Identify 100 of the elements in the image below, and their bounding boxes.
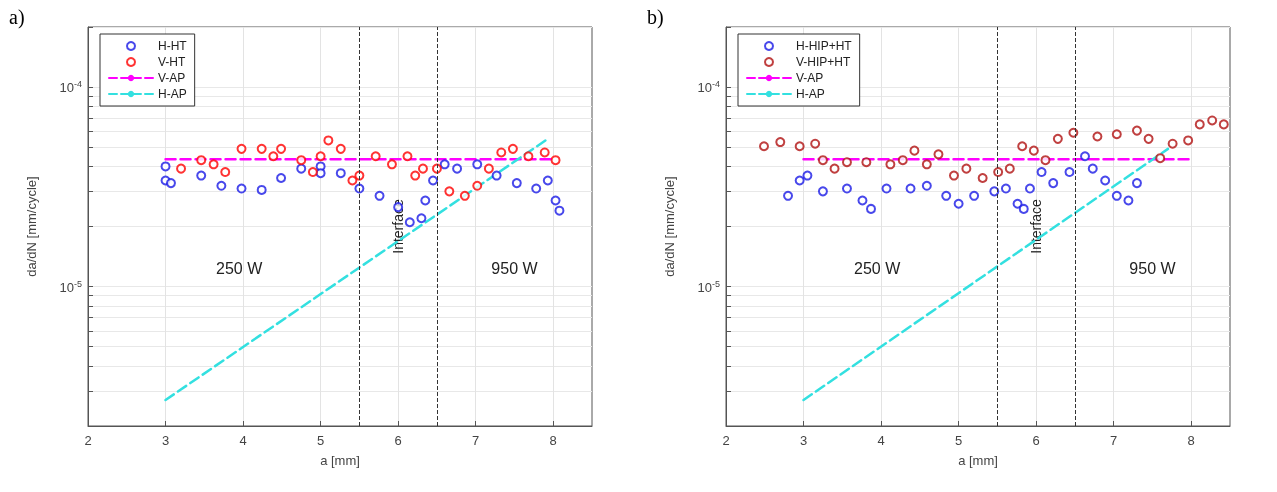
point (256, 143, 267, 154)
point (961, 163, 972, 174)
point (507, 143, 518, 154)
point (841, 157, 852, 168)
point (531, 183, 542, 194)
point (439, 159, 450, 170)
point (794, 175, 805, 186)
point (347, 175, 358, 186)
point (885, 159, 896, 170)
point (1183, 135, 1194, 146)
chart-title: a) (9, 6, 25, 29)
point (256, 184, 267, 195)
point (1131, 178, 1142, 189)
point (323, 135, 334, 146)
point (1028, 145, 1039, 156)
point (1048, 178, 1059, 189)
point (452, 163, 463, 174)
point (969, 190, 980, 201)
point (1111, 129, 1122, 140)
y-axis-title: da/dN [mm/cycle] (662, 176, 677, 277)
annotation: 950 W (491, 260, 539, 277)
point (410, 170, 421, 181)
point (472, 159, 483, 170)
point (335, 168, 346, 179)
point (483, 163, 494, 174)
point (1131, 125, 1142, 136)
point (941, 190, 952, 201)
annotation: Interface (1028, 199, 1045, 254)
point (861, 157, 872, 168)
point (420, 195, 431, 206)
point (542, 175, 553, 186)
point (921, 180, 932, 191)
point (817, 155, 828, 166)
x-tick-label: 6 (394, 433, 402, 448)
point (1018, 203, 1029, 214)
point (216, 180, 227, 191)
point (948, 170, 959, 181)
x-tick-label: 4 (877, 433, 885, 448)
point (165, 178, 176, 189)
point (857, 195, 868, 206)
annotation: 250 W (216, 260, 264, 277)
x-tick-label: 3 (161, 433, 170, 448)
point (416, 213, 427, 224)
point (472, 180, 483, 191)
point (176, 163, 187, 174)
point (491, 170, 502, 181)
point (550, 155, 561, 166)
x-tick-label: 2 (84, 433, 92, 448)
y-axis-title: da/dN [mm/cycle] (24, 176, 39, 277)
point (1017, 141, 1028, 152)
point (1004, 163, 1015, 174)
point (1052, 133, 1063, 144)
point (196, 155, 207, 166)
point (759, 141, 769, 152)
point (276, 143, 287, 154)
point (307, 167, 318, 178)
y-tick-label: 10$^{-5}$ (59, 278, 82, 295)
point (417, 163, 428, 174)
point (1143, 133, 1154, 144)
legend-label: V-HT (158, 55, 186, 69)
point (236, 143, 247, 154)
point (1218, 119, 1229, 130)
point (1024, 183, 1035, 194)
legend-label: V-HIP+HT (796, 55, 852, 69)
legend-label: V-AP (796, 71, 824, 85)
point (775, 137, 786, 148)
point (881, 183, 892, 194)
point (1064, 167, 1075, 178)
x-tick-label: 3 (799, 433, 808, 448)
y-tick-label: 10$^{-4}$ (697, 78, 720, 96)
point (1012, 198, 1023, 209)
point (386, 159, 397, 170)
point (802, 170, 813, 181)
point (404, 217, 415, 228)
x-tick-label: 7 (472, 433, 480, 448)
point (296, 163, 307, 174)
x-tick-label: 5 (317, 433, 325, 448)
legend-label: H-AP (158, 87, 187, 101)
y-tick-label: 10$^{-5}$ (697, 278, 720, 295)
point (993, 167, 1004, 178)
point (459, 190, 470, 201)
point (220, 167, 231, 178)
point (1207, 115, 1218, 126)
annotation: Interface (390, 199, 407, 254)
point (1092, 131, 1103, 142)
point (921, 159, 932, 170)
point (1040, 155, 1051, 166)
x-tick-label: 5 (955, 433, 963, 448)
point (1167, 138, 1178, 149)
point (783, 190, 794, 201)
point (276, 173, 287, 184)
annotation: 250 W (854, 260, 902, 277)
point (1100, 175, 1111, 186)
annotation: 950 W (1129, 260, 1177, 277)
point (296, 155, 307, 166)
point (370, 151, 381, 162)
point (268, 151, 279, 162)
x-axis-title: a [mm] (320, 453, 360, 468)
point (1087, 163, 1098, 174)
point (402, 151, 413, 162)
